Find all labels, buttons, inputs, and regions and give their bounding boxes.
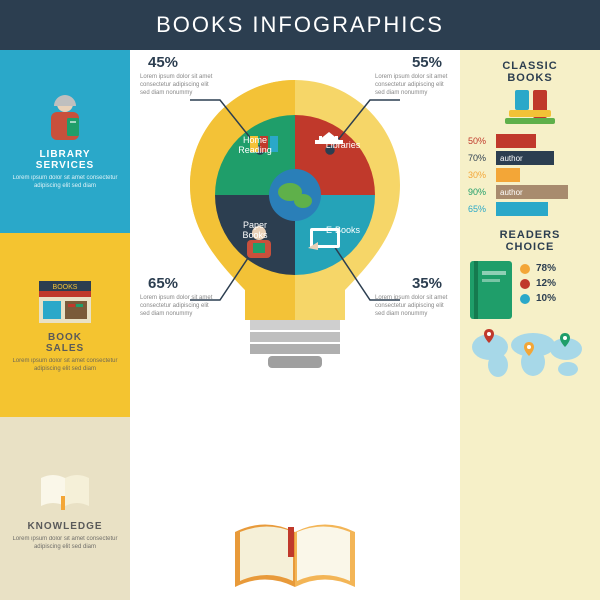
readers-pct: 12% — [536, 278, 556, 289]
map-pin-1 — [484, 329, 494, 343]
world-map — [468, 327, 588, 382]
seg-ebooks: E-Books — [313, 225, 373, 235]
pct-home-reading: 45% — [148, 54, 178, 71]
header-title: BOOKS INFOGRAPHICS — [156, 12, 444, 37]
readers-panel: 78% 12% 10% — [468, 259, 592, 321]
readers-row: 78% — [520, 263, 592, 274]
knowledge-title: KNOWLEDGE — [27, 521, 102, 532]
librarian-icon — [35, 93, 95, 143]
classic-bar-row: 90%author — [468, 185, 592, 199]
open-book-icon — [35, 465, 95, 515]
classic-bar: author — [496, 185, 568, 199]
pct-paper-books: 65% — [148, 275, 178, 292]
library-services-title: LIBRARYSERVICES — [36, 149, 94, 171]
seg-home-reading: HomeReading — [225, 135, 285, 155]
classic-bar-row: 70%author — [468, 151, 592, 165]
readers-row: 10% — [520, 293, 592, 304]
svg-text:BOOKS: BOOKS — [53, 284, 78, 291]
readers-title: READERSCHOICE — [468, 229, 592, 253]
bookstore-icon: BOOKS — [35, 276, 95, 326]
readers-dot — [520, 294, 530, 304]
bookstack-icon — [505, 90, 555, 125]
book-sales-text: Lorem ipsum dolor sit amet consectetur a… — [8, 358, 122, 374]
readers-pct: 10% — [536, 293, 556, 304]
knowledge-text: Lorem ipsum dolor sit amet consectetur a… — [8, 536, 122, 552]
classic-bar-pct: 90% — [468, 187, 496, 197]
right-column: CLASSICBOOKS 50%70%author30%90%author65%… — [460, 50, 600, 600]
readers-row: 12% — [520, 278, 592, 289]
left-column: LIBRARYSERVICES Lorem ipsum dolor sit am… — [0, 50, 130, 600]
map-pin-3 — [560, 333, 570, 347]
map-pin-2 — [524, 342, 534, 356]
classic-bar-row: 50% — [468, 134, 592, 148]
classic-title: CLASSICBOOKS — [468, 60, 592, 84]
classic-bars: 50%70%author30%90%author65% — [468, 131, 592, 219]
classic-bar-pct: 50% — [468, 136, 496, 146]
library-services-panel: LIBRARYSERVICES Lorem ipsum dolor sit am… — [0, 50, 130, 233]
classic-bar: author — [496, 151, 554, 165]
classic-bar — [496, 168, 520, 182]
center-column: 45% 55% 65% 35% Lorem ipsum dolor sit am… — [130, 50, 460, 600]
book-sales-panel: BOOKS BOOKSALES Lorem ipsum dolor sit am… — [0, 233, 130, 416]
header: BOOKS INFOGRAPHICS — [0, 0, 600, 50]
classic-bar — [496, 134, 536, 148]
classic-bar-pct: 30% — [468, 170, 496, 180]
classic-bar-row: 65% — [468, 202, 592, 216]
readers-book-icon — [468, 259, 514, 321]
readers-dot — [520, 264, 530, 274]
classic-bar-pct: 65% — [468, 204, 496, 214]
classic-bar — [496, 202, 548, 216]
seg-libraries: Libraries — [313, 140, 373, 150]
readers-pct: 78% — [536, 263, 556, 274]
pct-ebooks: 35% — [412, 275, 442, 292]
knowledge-panel: KNOWLEDGE Lorem ipsum dolor sit amet con… — [0, 417, 130, 600]
readers-dot — [520, 279, 530, 289]
open-book-footer-icon — [230, 517, 360, 592]
library-services-text: Lorem ipsum dolor sit amet consectetur a… — [8, 175, 122, 191]
book-sales-title: BOOKSALES — [46, 332, 84, 354]
seg-paper-books: PaperBooks — [225, 220, 285, 240]
classic-bar-pct: 70% — [468, 153, 496, 163]
pct-libraries: 55% — [412, 54, 442, 71]
classic-bar-row: 30% — [468, 168, 592, 182]
